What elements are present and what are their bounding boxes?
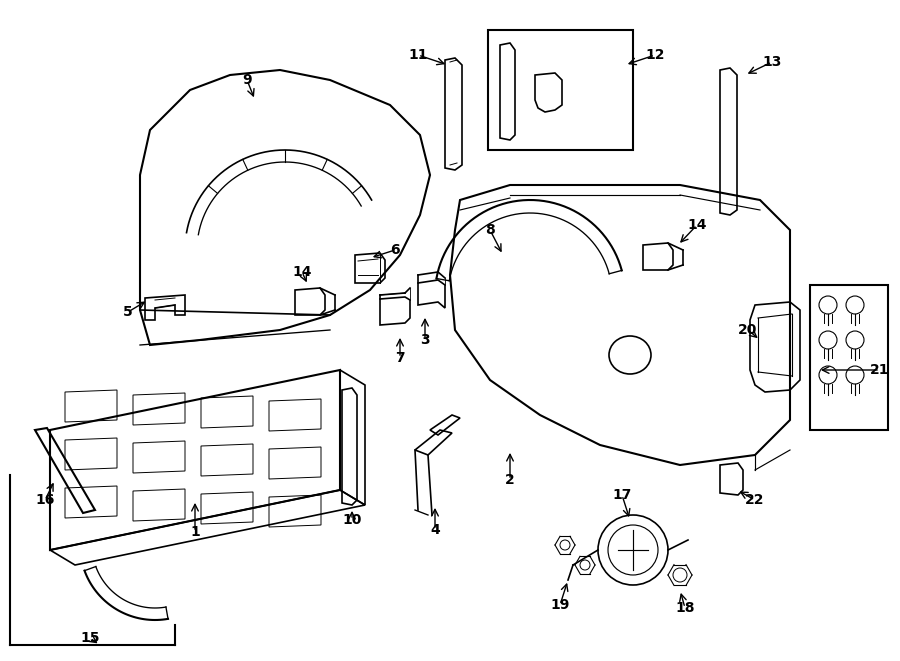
Text: 6: 6	[391, 243, 400, 257]
Text: 22: 22	[745, 493, 765, 507]
Text: 13: 13	[762, 55, 782, 69]
Text: 20: 20	[738, 323, 758, 337]
Text: 14: 14	[688, 218, 706, 232]
Text: 8: 8	[485, 223, 495, 237]
Text: 15: 15	[80, 631, 100, 645]
Text: 11: 11	[409, 48, 428, 62]
Text: 4: 4	[430, 523, 440, 537]
Text: 9: 9	[242, 73, 252, 87]
Text: 14: 14	[292, 265, 311, 279]
Bar	[488, 30, 633, 150]
Text: 7: 7	[395, 351, 405, 365]
Text: 1: 1	[190, 525, 200, 539]
Text: 21: 21	[870, 363, 890, 377]
Text: 5: 5	[123, 305, 133, 319]
Text: 16: 16	[35, 493, 55, 507]
Text: 10: 10	[342, 513, 362, 527]
Text: 2: 2	[505, 473, 515, 487]
Bar	[810, 285, 888, 430]
Text: 18: 18	[675, 601, 695, 615]
Text: 17: 17	[612, 488, 632, 502]
Text: 12: 12	[645, 48, 665, 62]
Text: 3: 3	[420, 333, 430, 347]
Text: 19: 19	[550, 598, 570, 612]
